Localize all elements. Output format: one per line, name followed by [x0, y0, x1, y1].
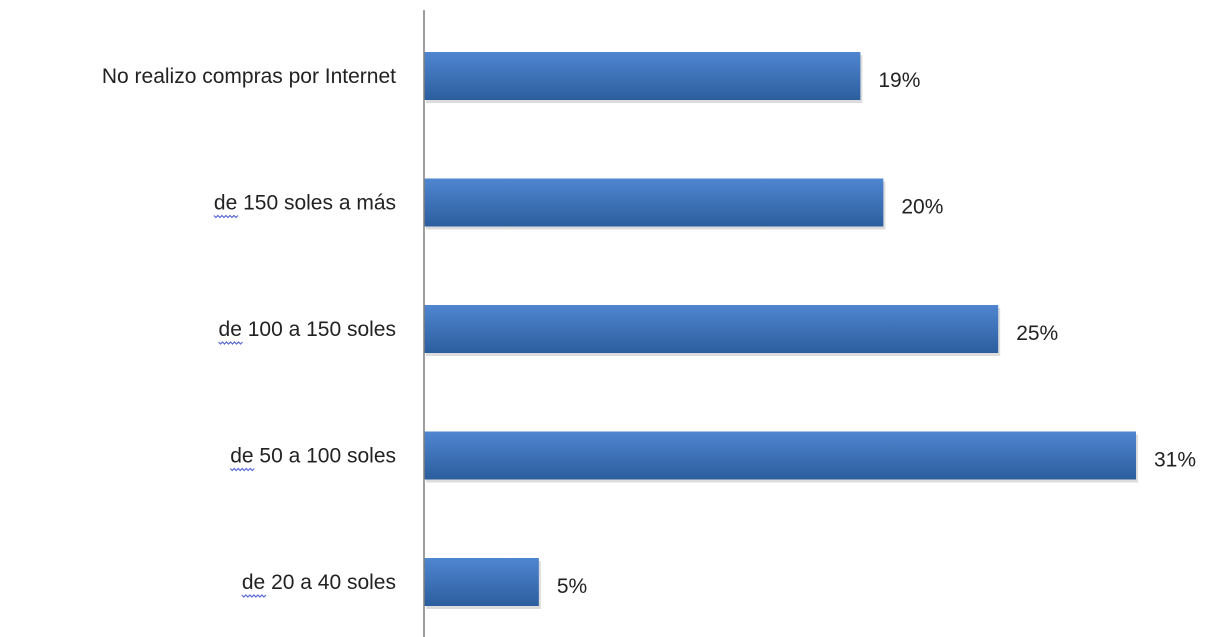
value-label: 19%: [878, 69, 920, 92]
bar: [424, 431, 1136, 480]
value-label: 31%: [1154, 449, 1196, 472]
category-label: No realizo compras por Internet: [102, 65, 396, 88]
bar: [424, 305, 999, 353]
spellcheck-underline: [229, 467, 255, 472]
spellcheck-underline: [241, 594, 267, 598]
category-label: de 150 soles a más: [214, 192, 396, 215]
value-label: 5%: [557, 575, 587, 598]
category-label: de 20 a 40 soles: [242, 571, 396, 594]
labels-group: No realizo compras por Internet 19% de 150…: [102, 65, 1196, 598]
category-label: de 50 a 100 soles: [230, 445, 396, 468]
value-label: 25%: [1016, 322, 1058, 345]
value-label: 20%: [901, 196, 943, 219]
category-label: de 100 a 150 soles: [219, 318, 396, 341]
spellcheck-underline: [213, 214, 239, 219]
bar: [424, 178, 884, 227]
bar: [424, 52, 861, 100]
bars-group: [424, 52, 1138, 609]
bar: [424, 558, 539, 606]
spellcheck-underline: [218, 341, 243, 345]
